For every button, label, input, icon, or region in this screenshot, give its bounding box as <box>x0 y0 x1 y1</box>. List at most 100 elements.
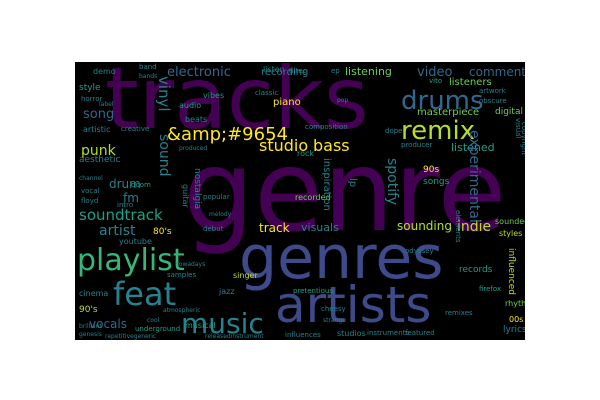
word-cheesy: cheesy <box>321 305 346 313</box>
word-melody: melody <box>209 211 232 218</box>
word-genre: genre <box>183 127 507 257</box>
word-produced: produced <box>179 145 208 152</box>
word-visuals: visuals <box>301 221 339 234</box>
word-influenced: influenced <box>506 248 516 296</box>
word-obscure: obscure <box>479 97 507 105</box>
word-genres: genres <box>239 223 444 293</box>
word-soundtrack: soundtrack <box>79 206 163 224</box>
word-bands: bands <box>139 73 158 80</box>
word-cool: cool <box>147 317 160 324</box>
word-bass: bass <box>313 136 350 155</box>
word-cinema: cinema <box>79 289 109 298</box>
word-indie: indie <box>457 219 492 235</box>
word-nineties-a: 90s <box>423 165 440 175</box>
word-piano: piano <box>273 97 301 108</box>
word-floyd: floyd <box>81 197 99 205</box>
word-style: style <box>79 83 101 93</box>
word-eighties: 80's <box>153 227 172 237</box>
word-classic: classic <box>255 89 279 97</box>
word-featured: featured <box>405 329 435 337</box>
word-cloud: genre tracks genres artists playlist fea… <box>75 62 525 340</box>
word-inspiration: inspiration <box>321 158 332 211</box>
word-nowadays: nowadays <box>175 261 206 268</box>
word-elements: elements <box>454 210 462 243</box>
word-lp: lp <box>347 178 358 188</box>
word-studios: studios <box>337 329 366 338</box>
word-vocals: vocals <box>89 317 127 331</box>
word-spotify: spotify <box>384 158 400 206</box>
word-brilliant: brilliant <box>79 323 102 330</box>
word-music: music <box>181 307 264 340</box>
word-digital: digital <box>495 107 523 117</box>
word-composition: composition <box>305 123 348 131</box>
word-listen: listen <box>263 65 285 74</box>
word-song: song <box>83 107 115 122</box>
word-punk: punk <box>81 143 116 159</box>
word-band: band <box>139 63 157 71</box>
word-artwork: artwork <box>479 87 506 95</box>
word-producer: producer <box>401 141 433 149</box>
word-pop: pop <box>337 97 349 104</box>
word-lyrics: lyrics <box>503 325 525 335</box>
word-rock: rock <box>297 149 315 158</box>
word-artist: artist <box>99 223 136 239</box>
word-youtube: youtube <box>119 237 152 246</box>
word-instruments: instruments <box>367 329 410 337</box>
word-demo: demo <box>93 67 116 76</box>
word-singer: singer <box>233 271 258 280</box>
word-guitar: guitar <box>181 184 190 208</box>
word-entity: &amp;#9654 <box>167 124 288 145</box>
word-songs: songs <box>423 177 450 187</box>
word-repetitive: repetitivegeneric <box>105 333 157 340</box>
word-experimental: experimental <box>466 130 482 223</box>
word-drum: drum <box>109 177 141 191</box>
word-jazz: jazz <box>219 287 235 296</box>
word-influences: influences <box>285 331 321 339</box>
word-masterpiece: masterpiece <box>417 107 480 118</box>
word-recorded: recorded <box>295 193 331 202</box>
word-recording: recording <box>261 67 309 78</box>
word-audio: audio <box>179 101 202 110</box>
word-visual: visual <box>514 118 522 139</box>
word-odyssey: odyssey <box>405 247 434 255</box>
word-vibes: vibes <box>203 91 225 100</box>
word-comment: comment <box>469 65 525 79</box>
word-fm: fm <box>123 191 139 205</box>
word-dope: dope <box>385 127 403 135</box>
word-doom: doom <box>131 181 151 189</box>
word-tracks: tracks <box>105 62 369 149</box>
word-nineties-b: 90's <box>79 305 98 315</box>
word-track: track <box>259 221 290 235</box>
word-release: releasedinstrument <box>205 333 264 340</box>
word-creative: creative <box>121 125 150 133</box>
word-channel: channel <box>79 175 103 182</box>
word-samples: samples <box>167 271 197 279</box>
word-intro: intro <box>117 201 134 209</box>
word-remix: remix <box>401 116 476 146</box>
word-beats: beats <box>185 115 208 124</box>
word-horror: horror <box>81 95 103 103</box>
word-strange: strange <box>323 317 346 324</box>
word-sounding: sounding <box>397 219 452 233</box>
word-label: label <box>99 101 114 108</box>
word-artistic: artistic <box>83 125 111 134</box>
word-popular: popular <box>203 193 230 201</box>
word-rhythm: rhythm <box>505 299 525 308</box>
word-feat: feat <box>113 275 177 313</box>
word-sounded: sounded <box>495 217 525 226</box>
word-nostalgia: nostalgia <box>192 168 202 210</box>
word-ep: ep <box>331 67 340 75</box>
word-listened: listened <box>451 141 495 154</box>
word-atmospheric: atmospheric <box>163 307 201 314</box>
word-underground: underground <box>135 325 181 333</box>
word-remixes: remixes <box>445 309 473 317</box>
word-vinyl: vinyl <box>155 76 173 112</box>
word-debut: debut <box>203 225 224 233</box>
word-playlist: playlist <box>77 243 185 278</box>
word-listeners: listeners <box>449 77 492 88</box>
word-electronic: electronic <box>167 65 231 80</box>
word-styles: styles <box>499 229 523 238</box>
word-vito: vito <box>429 77 443 85</box>
word-musical: musical <box>185 321 216 330</box>
word-records: records <box>459 265 493 275</box>
